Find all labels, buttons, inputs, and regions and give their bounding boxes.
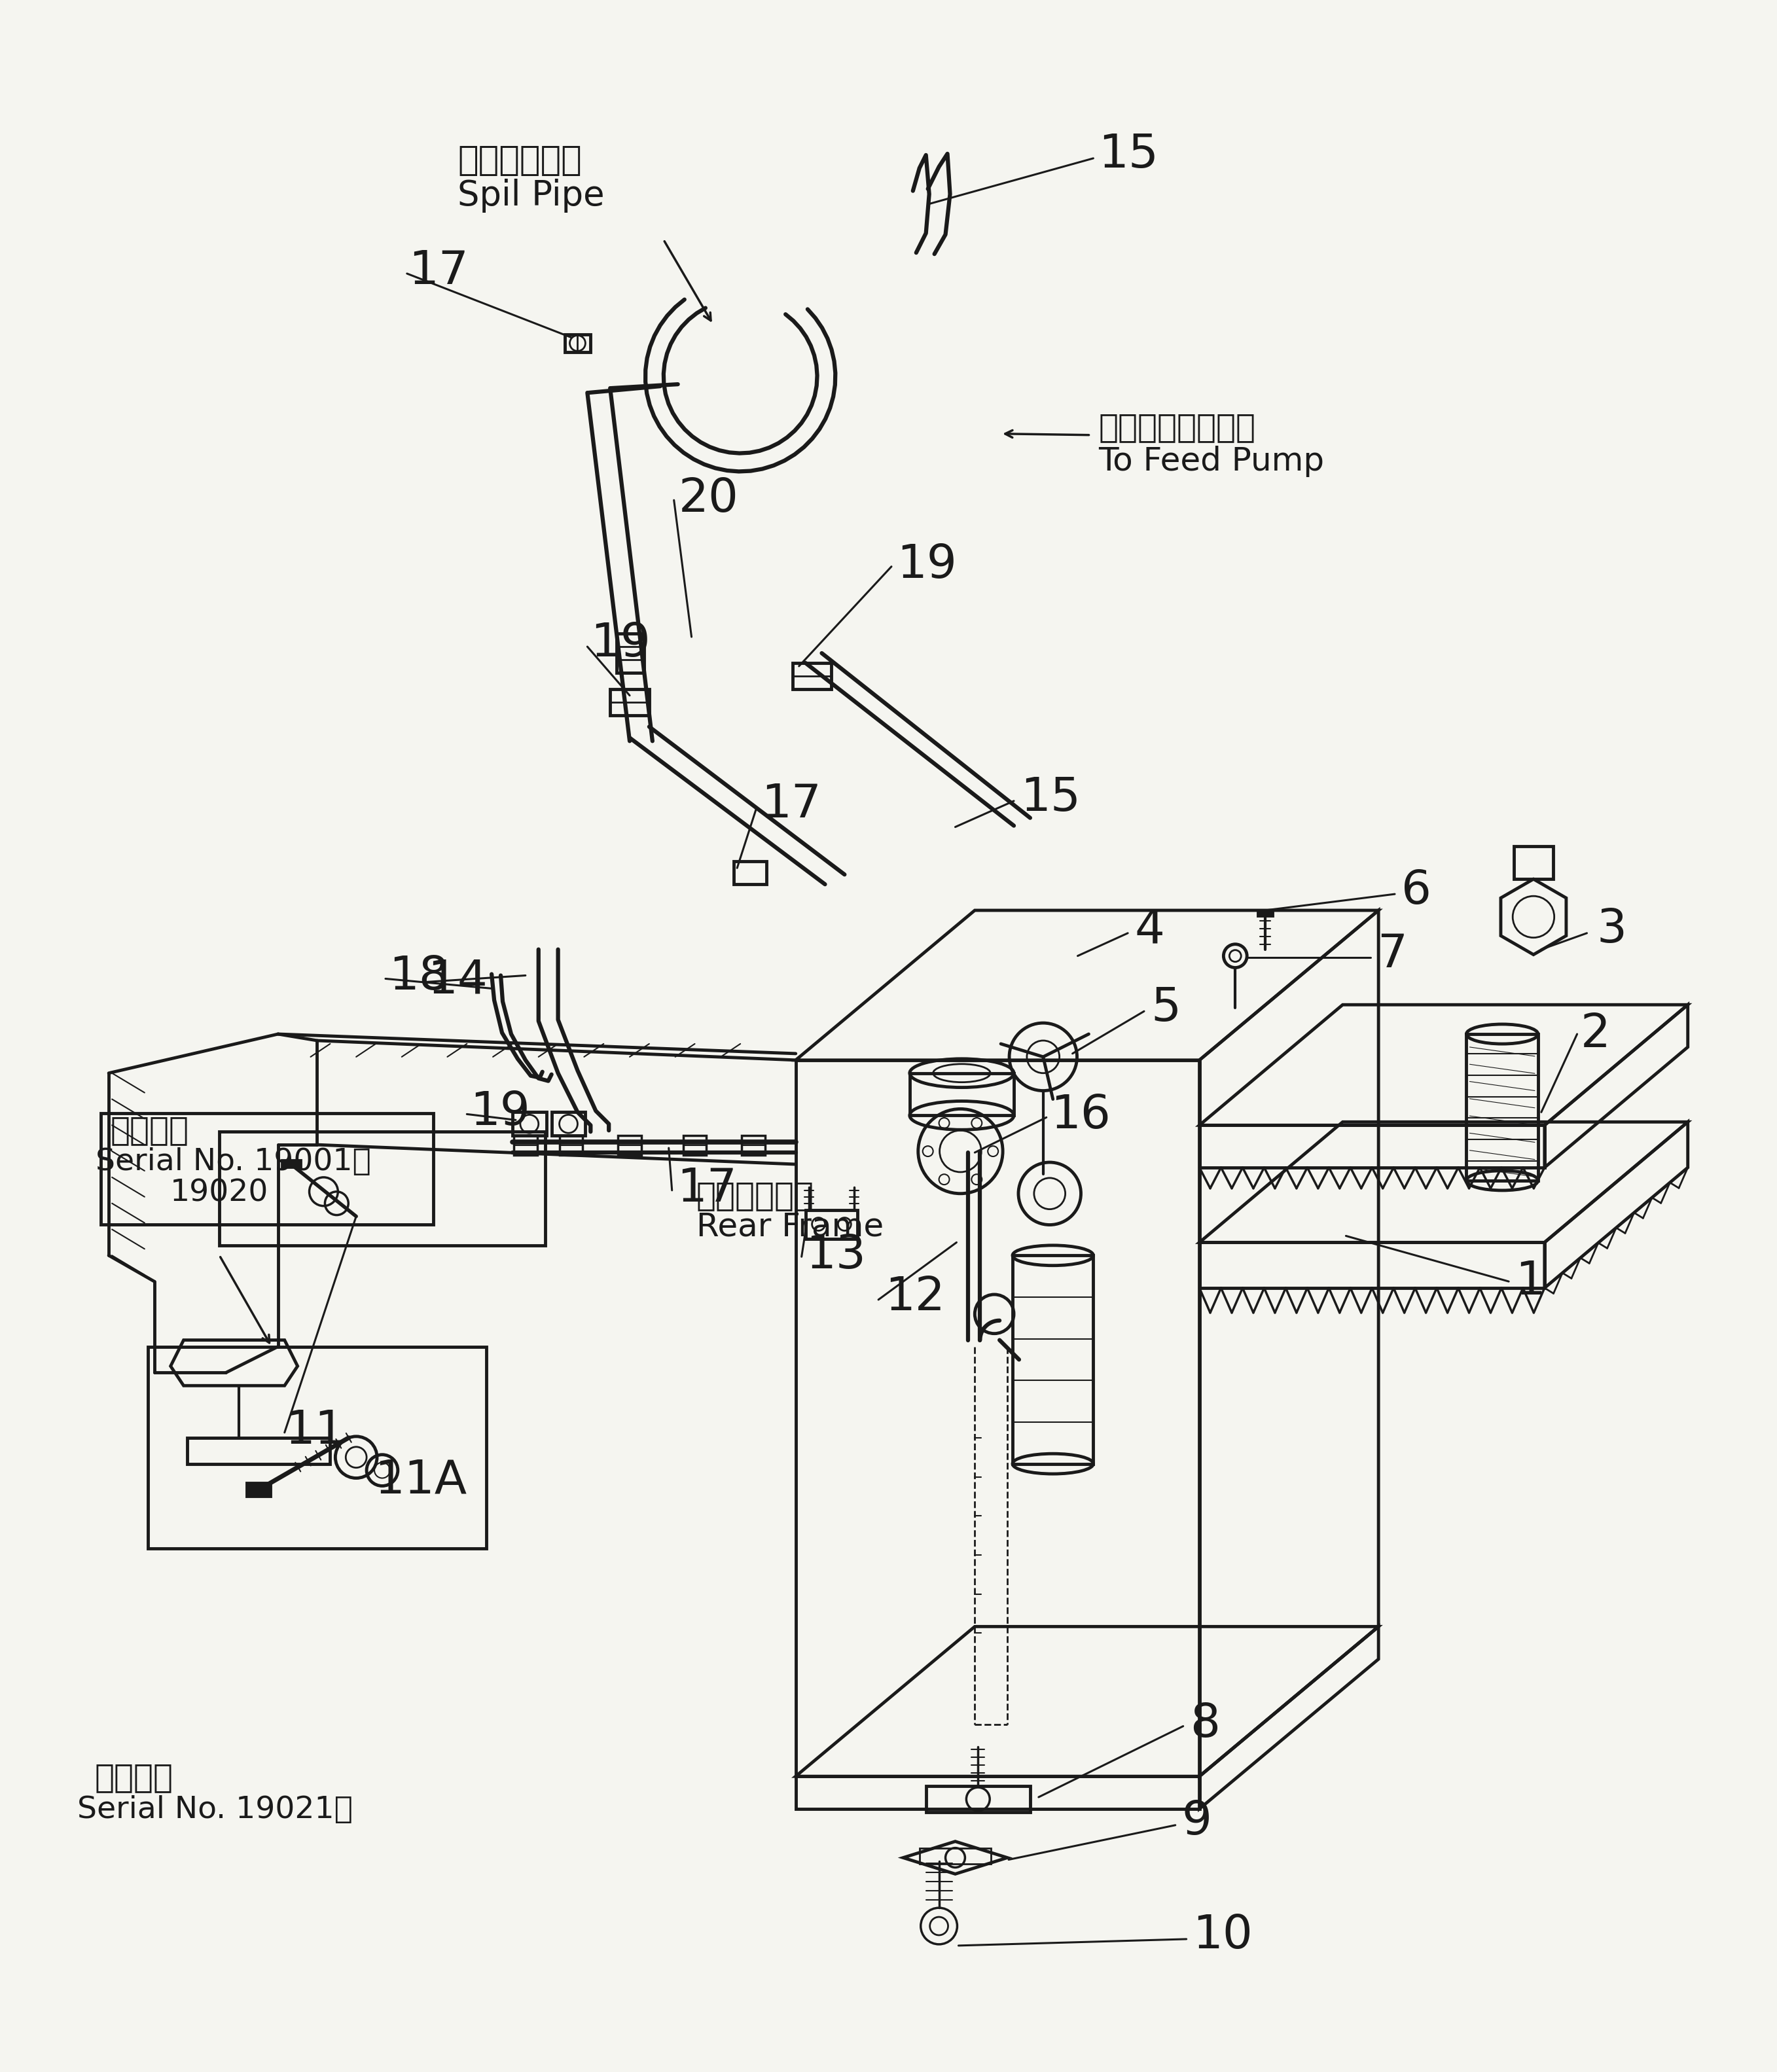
Bar	[101, 1113, 434, 1225]
Text: 17: 17	[761, 783, 821, 827]
Text: 4: 4	[1134, 908, 1164, 953]
Bar	[617, 634, 643, 673]
Bar	[551, 1113, 585, 1135]
Text: 20: 20	[679, 477, 739, 522]
Bar	[219, 1131, 546, 1245]
Bar	[734, 862, 766, 885]
Text: 3: 3	[1598, 908, 1626, 953]
Text: スピルパイプ: スピルパイプ	[458, 143, 581, 178]
Bar	[560, 1135, 583, 1156]
Bar	[52, 1776, 442, 1854]
Text: 8: 8	[1189, 1701, 1219, 1747]
Text: 15: 15	[1020, 775, 1080, 821]
Text: 2: 2	[1580, 1011, 1610, 1057]
Text: 5: 5	[1150, 986, 1180, 1030]
Text: 1: 1	[1516, 1260, 1546, 1303]
Text: 9: 9	[1182, 1798, 1212, 1844]
Bar	[512, 1113, 546, 1135]
Text: 18: 18	[389, 955, 450, 999]
Bar	[281, 1160, 300, 1167]
Text: 10: 10	[1192, 1912, 1253, 1958]
Text: 19: 19	[897, 543, 956, 588]
Text: Serial No. 19021～: Serial No. 19021～	[78, 1796, 354, 1825]
Bar	[1258, 910, 1272, 916]
Text: フィードポンプへ: フィードポンプへ	[1098, 412, 1256, 443]
Bar	[1013, 1256, 1093, 1463]
Text: 19020: 19020	[171, 1179, 268, 1208]
Bar	[147, 1347, 487, 1548]
Bar	[565, 334, 590, 352]
Bar	[1514, 847, 1553, 879]
Text: 適用号機: 適用号機	[110, 1115, 188, 1146]
Bar	[805, 1210, 858, 1239]
Bar	[618, 1135, 641, 1156]
Bar	[1466, 1034, 1539, 1181]
Text: Spil Pipe: Spil Pipe	[458, 178, 604, 213]
Text: To Feed Pump: To Feed Pump	[1098, 445, 1324, 477]
Text: リヤフレーム: リヤフレーム	[697, 1179, 814, 1212]
Bar	[514, 1135, 537, 1156]
Text: 11: 11	[284, 1409, 345, 1455]
Text: 11A: 11A	[375, 1457, 467, 1502]
Bar	[741, 1135, 766, 1156]
Text: 19: 19	[590, 622, 650, 665]
Text: 6: 6	[1402, 868, 1430, 914]
Text: Rear Frame: Rear Frame	[697, 1210, 883, 1243]
Text: 17: 17	[409, 249, 469, 294]
Text: 7: 7	[1377, 932, 1407, 978]
Text: 19: 19	[471, 1090, 530, 1135]
Text: Serial No. 19001～: Serial No. 19001～	[96, 1148, 371, 1177]
Text: 適用号機: 適用号機	[94, 1761, 172, 1794]
Text: 17: 17	[677, 1167, 737, 1212]
Bar	[682, 1135, 707, 1156]
Text: 12: 12	[885, 1274, 945, 1320]
Polygon shape	[247, 1484, 270, 1496]
Text: 16: 16	[1050, 1092, 1111, 1138]
Bar	[919, 1848, 992, 1865]
Text: 15: 15	[1098, 133, 1159, 178]
Bar	[610, 690, 649, 715]
Text: 14: 14	[428, 957, 489, 1003]
Text: 13: 13	[805, 1233, 865, 1278]
Bar	[926, 1786, 1031, 1813]
Bar	[910, 1073, 1015, 1115]
Bar	[793, 663, 832, 690]
